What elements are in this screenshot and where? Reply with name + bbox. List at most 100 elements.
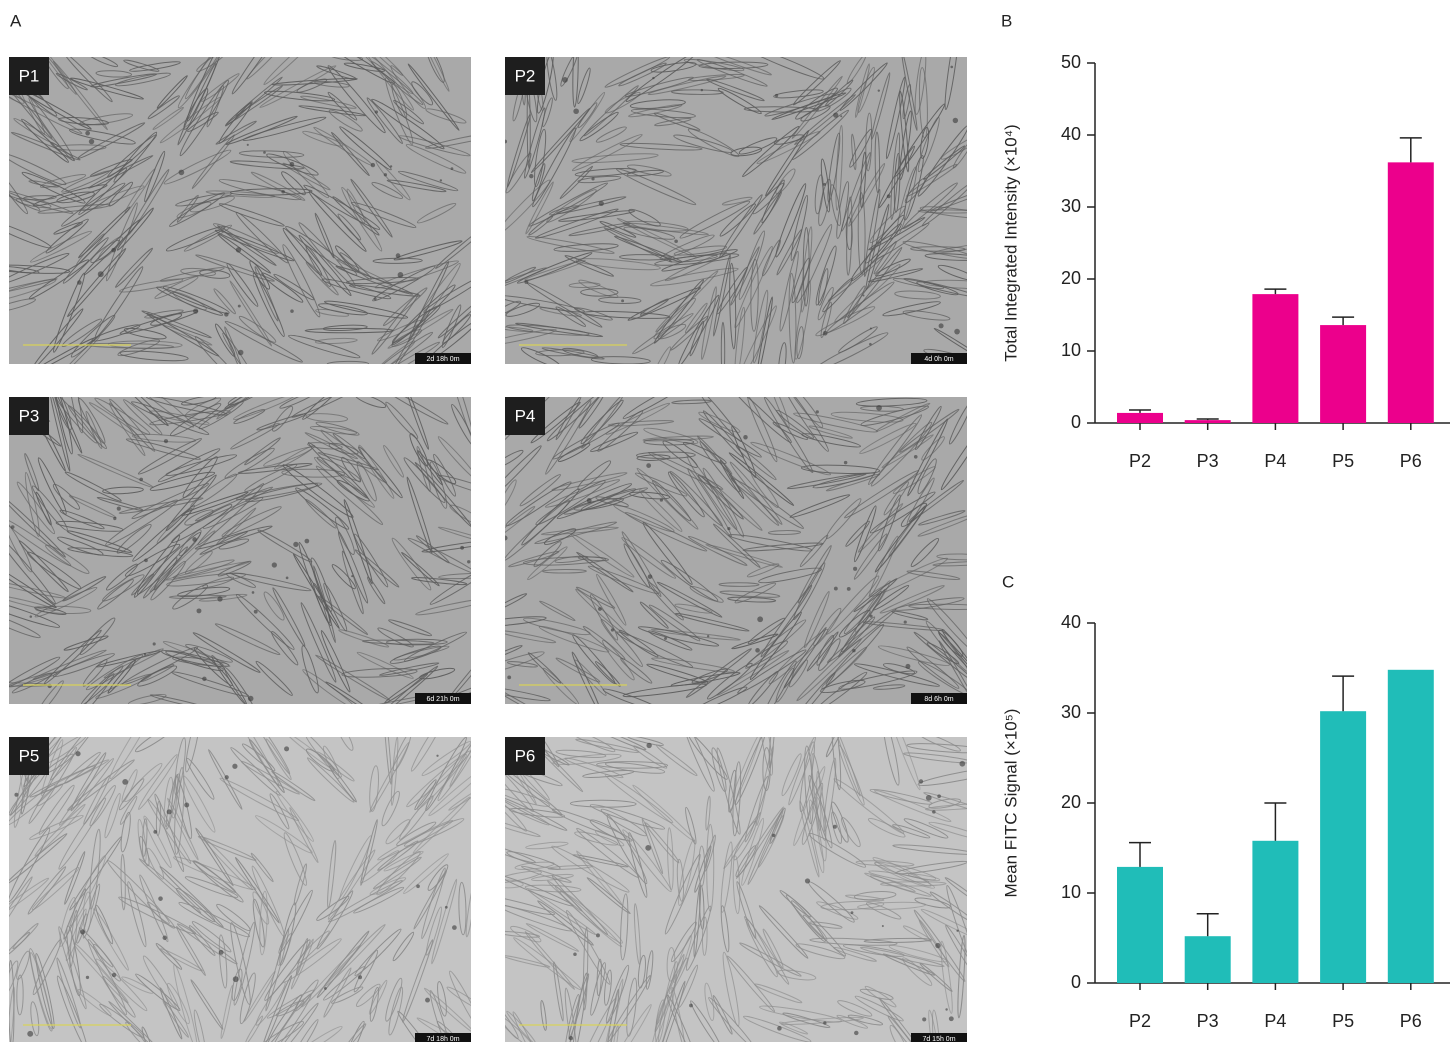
cell [386, 179, 447, 193]
cell [62, 576, 107, 602]
cell [621, 531, 662, 598]
cell [53, 272, 86, 353]
timestamp-box [911, 353, 967, 364]
cell [625, 57, 697, 103]
cell [545, 400, 592, 475]
cell [505, 326, 534, 333]
cell [120, 853, 126, 911]
cell [596, 761, 669, 769]
cell [156, 286, 224, 316]
cell [293, 863, 307, 906]
cell [303, 184, 381, 230]
cell [785, 397, 824, 428]
debris [700, 88, 704, 92]
cell [399, 795, 434, 840]
cell [87, 938, 128, 1016]
y-tick-label: 50 [1061, 52, 1081, 72]
cell [520, 347, 562, 364]
cell [56, 957, 82, 1029]
cell [598, 296, 642, 304]
cell [369, 765, 380, 812]
cell [820, 301, 832, 339]
cell [266, 153, 319, 176]
debris [689, 1003, 693, 1008]
cell [553, 243, 619, 252]
debris [877, 89, 880, 92]
cell [366, 97, 404, 145]
cell [118, 778, 145, 811]
cell [745, 640, 788, 668]
cell [789, 494, 851, 518]
cell [9, 960, 19, 996]
cell [648, 582, 684, 621]
cell [590, 356, 651, 364]
cell [678, 964, 699, 1008]
cell [182, 775, 216, 833]
cell [528, 215, 554, 236]
cell [429, 564, 471, 605]
cell [531, 163, 546, 202]
cell [527, 652, 562, 684]
cell [619, 142, 703, 151]
cell [817, 286, 834, 321]
cell [528, 182, 609, 227]
cell [857, 503, 904, 553]
cell [93, 908, 129, 971]
cell [9, 166, 29, 215]
cell [167, 797, 199, 861]
cell [95, 904, 114, 945]
cell [406, 750, 471, 808]
cell [186, 757, 215, 800]
error-bar [1196, 912, 1219, 937]
debris [862, 294, 865, 297]
cell [53, 397, 98, 444]
cell [743, 106, 820, 113]
cell [131, 482, 210, 520]
debris [950, 65, 954, 69]
cell [869, 205, 906, 244]
cell [676, 858, 685, 902]
debris [507, 675, 512, 680]
cell [182, 456, 218, 498]
cell [731, 633, 779, 650]
cell [525, 923, 580, 952]
cell [571, 651, 603, 704]
cell [69, 77, 144, 100]
cell [255, 660, 293, 696]
cell [425, 108, 467, 124]
cell [127, 693, 167, 704]
cell [904, 177, 926, 204]
cell [331, 986, 364, 1004]
y-axis-label: Mean FITC Signal (×10⁵) [1001, 709, 1020, 898]
cell [716, 747, 741, 835]
cell [283, 832, 308, 886]
debris [822, 330, 828, 336]
cell [645, 950, 654, 990]
cell [9, 278, 58, 296]
cell [530, 401, 581, 444]
cell [300, 95, 357, 109]
cell [822, 277, 853, 313]
cell [595, 496, 629, 508]
cell [315, 465, 384, 526]
debris [139, 477, 144, 482]
cell [218, 538, 250, 550]
cell [809, 921, 843, 929]
cell [559, 165, 594, 200]
cell [421, 741, 471, 777]
cell [176, 201, 212, 219]
debris [436, 754, 439, 757]
debris [116, 506, 121, 511]
cell [914, 897, 951, 909]
cell [231, 968, 243, 1002]
cell [879, 585, 945, 614]
cell [53, 221, 83, 235]
cell [127, 168, 170, 236]
debris [237, 304, 241, 308]
cell [540, 526, 619, 536]
cell [869, 491, 936, 534]
cell [915, 405, 942, 451]
cell [655, 994, 670, 1025]
cell [123, 327, 167, 340]
y-tick-label: 30 [1061, 702, 1081, 722]
